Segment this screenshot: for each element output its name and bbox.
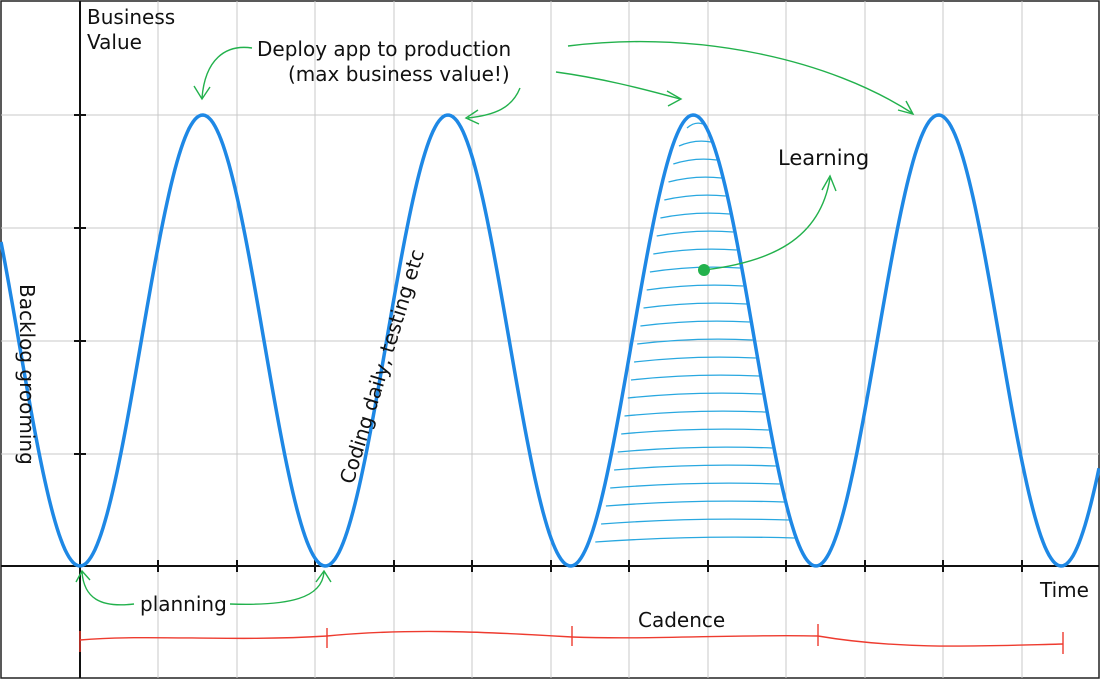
cadence-span-2 [326, 630, 573, 638]
hatch-line [595, 536, 795, 543]
deploy-label-line1: Deploy app to production [257, 37, 511, 61]
hatch-line [673, 158, 717, 165]
planning-label: planning [140, 592, 227, 616]
hatch-line [634, 356, 756, 363]
hatch-line [646, 284, 744, 291]
learning-point [698, 264, 710, 276]
learning-label: Learning [778, 146, 869, 170]
y-axis-label-line2: Value [87, 30, 142, 54]
hatch-line [610, 482, 780, 489]
hatch-line [630, 374, 760, 381]
deploy-arrow-1 [201, 46, 253, 99]
hatch-line [624, 410, 766, 417]
x-axis-label: Time [1039, 578, 1089, 602]
deploy-arrow-3-head [666, 90, 683, 107]
hatch-line [643, 302, 747, 309]
hatch-line [640, 320, 750, 327]
hatch-line [660, 212, 730, 219]
cadence-label: Cadence [638, 608, 725, 632]
hatch-line [617, 446, 773, 453]
deploy-arrow-2 [467, 87, 521, 119]
business-value-wave [0, 113, 1100, 568]
hatch-line [637, 338, 753, 345]
deploy-arrow-1-head [193, 85, 211, 101]
backlog-grooming-label: Backlog grooming [15, 284, 39, 465]
coding-label: Coding daily, testing etc [335, 246, 429, 486]
annotation-arrows [75, 41, 915, 606]
learning-hatch [595, 122, 795, 543]
hatch-line [668, 176, 722, 183]
planning-arrow-1-head [75, 569, 91, 583]
planning-arrow-2-head [315, 569, 332, 583]
deploy-arrow-4-head [897, 100, 915, 116]
deploy-arrow-4 [567, 41, 913, 114]
hatch-line [649, 266, 741, 273]
hatch-line [601, 518, 789, 525]
planning-arrow-2 [229, 571, 325, 605]
cadence-brackets [79, 624, 1064, 654]
hatch-line [605, 500, 785, 507]
hatch-line [621, 428, 769, 435]
hatch-line [664, 194, 726, 201]
hatch-line [686, 122, 704, 129]
y-axis-label-line1: Business [87, 5, 175, 29]
cadence-span-3 [571, 634, 819, 639]
hatch-line [614, 464, 776, 471]
deploy-arrow-3 [555, 71, 681, 100]
learning-arrow-head [821, 174, 837, 192]
deploy-arrow-2-head [464, 109, 480, 125]
hatch-line [627, 392, 763, 399]
cadence-span-1 [79, 635, 328, 641]
hatch-line [678, 140, 712, 147]
axis-ticks [74, 114, 1023, 572]
planning-arrow-1 [81, 571, 135, 606]
hatch-line [656, 230, 734, 237]
deploy-label-line2: (max business value!) [288, 62, 510, 86]
hatch-line [653, 248, 737, 255]
learning-arrow [703, 177, 831, 271]
cadence-span-4 [817, 635, 1064, 647]
